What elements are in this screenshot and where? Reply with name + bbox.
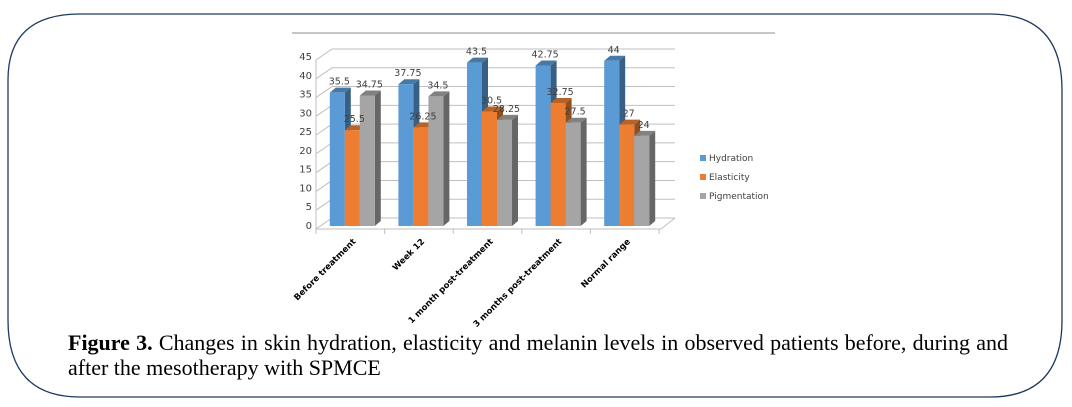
data-label: 35.5 — [329, 77, 350, 88]
data-label: 42.75 — [531, 49, 558, 60]
data-label: 25.5 — [344, 114, 365, 125]
legend-swatch-elasticity — [700, 174, 706, 180]
bar-side — [443, 91, 450, 226]
bar-hydration — [398, 84, 414, 226]
data-label: 28.25 — [493, 104, 520, 115]
caption-label: Figure 3. — [68, 330, 153, 355]
x-category-label: Week 12 — [391, 237, 427, 273]
gridline-side — [315, 123, 333, 136]
gridline-side — [315, 48, 333, 61]
data-label: 24 — [638, 120, 650, 131]
bar-hydration — [604, 60, 620, 226]
legend-swatch-hydration — [700, 155, 706, 161]
y-tick-label: 25 — [299, 127, 312, 138]
gridline-side — [315, 217, 333, 230]
bar-hydration — [535, 65, 551, 226]
gridline-side — [315, 67, 333, 80]
x-category-label: Normal range — [579, 237, 633, 291]
figure-caption: Figure 3. Changes in skin hydration, ela… — [68, 330, 1008, 380]
data-label: 44 — [608, 45, 620, 56]
data-label: 32.75 — [546, 87, 573, 98]
bar-top — [329, 87, 351, 93]
y-tick-label: 35 — [299, 90, 312, 101]
y-tick-label: 40 — [299, 71, 312, 82]
bar-top — [535, 60, 557, 66]
bar-top — [359, 90, 381, 96]
gridline-side — [315, 198, 333, 211]
gridline-side — [315, 161, 333, 174]
floor-edge — [660, 217, 676, 230]
legend-swatch-pigmentation — [700, 193, 706, 199]
rounded-border — [7, 13, 1063, 398]
bar-top — [550, 98, 572, 104]
bar-side — [512, 114, 518, 226]
y-tick-label: 10 — [299, 183, 312, 194]
bar-top — [482, 106, 503, 112]
data-label: 43.5 — [466, 47, 487, 58]
bar-elasticity — [413, 127, 429, 226]
data-label: 37.75 — [394, 68, 421, 79]
bar-elasticity — [619, 124, 635, 226]
bar-side — [374, 90, 381, 226]
y-tick-label: 0 — [306, 221, 312, 232]
gridline-side — [315, 86, 333, 98]
legend-label: Elasticity — [709, 173, 750, 183]
data-label: 27 — [623, 109, 635, 120]
legend-label: Hydration — [709, 154, 753, 164]
bar-top — [634, 130, 656, 136]
data-label: 27.5 — [565, 107, 586, 118]
data-label: 30.5 — [481, 95, 502, 106]
data-label: 34.5 — [427, 80, 448, 91]
y-axis: 0 5 10 15 20 25 30 35 40 45 — [299, 52, 676, 232]
bar-pigmentation — [497, 119, 512, 226]
x-axis: Before treatment Week 121 month post-trea… — [292, 229, 660, 330]
bar-pigmentation — [634, 135, 650, 226]
bar-top — [565, 117, 587, 123]
bar-top — [467, 57, 488, 63]
bar-top — [604, 55, 626, 61]
bar-elasticity — [482, 111, 497, 226]
bar-top — [497, 114, 518, 120]
bar-top — [398, 79, 420, 85]
y-tick-label: 20 — [299, 146, 312, 157]
x-category-label: Before treatment — [292, 237, 358, 303]
bar-pigmentation — [359, 95, 375, 226]
y-tick-label: 15 — [299, 165, 312, 176]
bar-elasticity — [344, 130, 360, 226]
y-tick-label: 5 — [306, 202, 312, 213]
bar-top — [619, 119, 641, 125]
gridline-side — [315, 104, 333, 117]
data-label: 26.25 — [409, 111, 436, 122]
legend-label: Pigmentation — [709, 192, 769, 202]
bar-side — [580, 117, 587, 226]
bar-pigmentation — [428, 96, 444, 226]
data-labels: 35.5 25.5 34.75 37.75 26.25 34.5 43.5 30.528.25… — [329, 45, 650, 131]
y-tick-label: 45 — [299, 52, 312, 63]
gridline-side — [315, 180, 333, 192]
bar-hydration — [467, 62, 482, 227]
bar-side — [649, 130, 656, 226]
gridline-side — [315, 142, 333, 155]
bar-elasticity — [550, 103, 566, 226]
bars — [329, 55, 656, 227]
bar-pigmentation — [565, 122, 581, 226]
bar-hydration — [329, 92, 345, 226]
bar-top — [428, 91, 450, 97]
caption-text: Changes in skin hydration, elasticity an… — [68, 330, 1008, 380]
y-tick-label: 30 — [299, 108, 312, 119]
data-label: 34.75 — [356, 79, 383, 90]
legend: Hydration Elasticity Pigmentation — [700, 154, 769, 202]
